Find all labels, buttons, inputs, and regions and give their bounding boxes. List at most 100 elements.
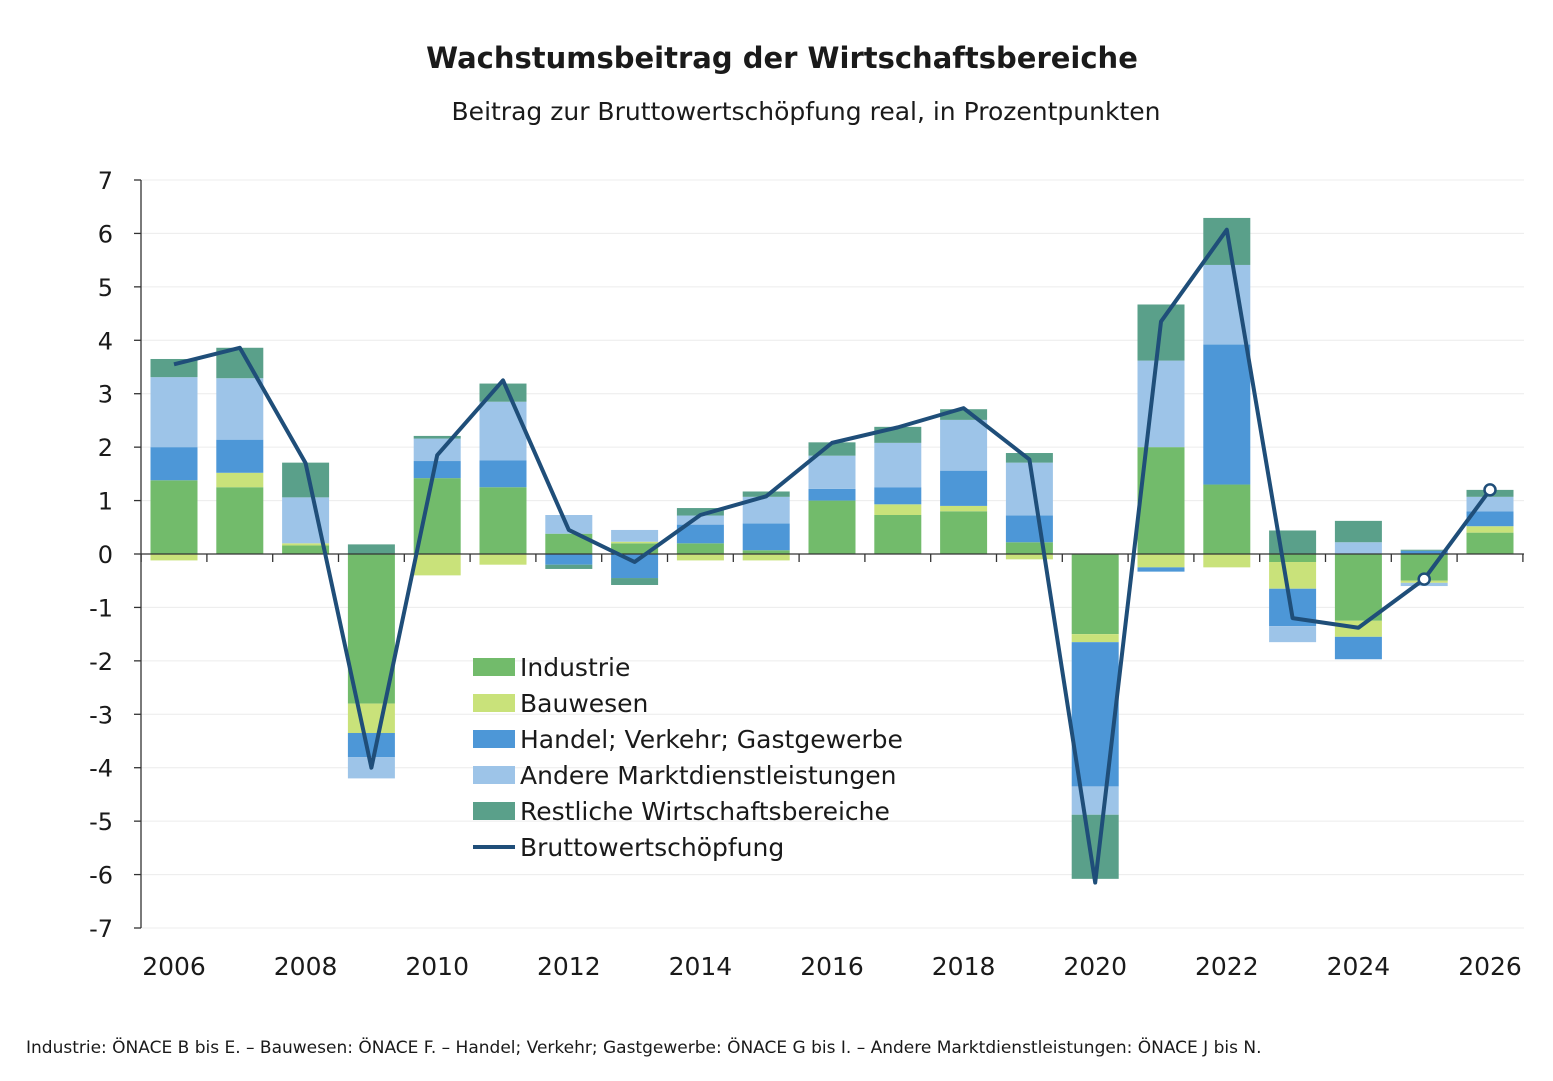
bar-segment-2017-series-0 [874, 514, 922, 554]
bar-segment-2010-series-4 [413, 435, 461, 439]
bar-segment-2010-series-2 [413, 461, 461, 479]
bar-segment-2023-series-0 [1269, 554, 1317, 563]
bar-segment-2011-series-4 [479, 383, 527, 402]
legend-swatch-0 [473, 658, 515, 676]
x-tick-label: 2008 [274, 952, 338, 981]
forecast-marker-2025 [1417, 572, 1431, 586]
bar-segment-2023-series-1 [1269, 562, 1317, 589]
x-tick-label: 2016 [800, 952, 864, 981]
total-line-series [173, 227, 1497, 885]
chart-subtitle: Beitrag zur Bruttowertschöpfung real, in… [452, 97, 1161, 126]
bar-segment-2016-series-2 [808, 488, 856, 501]
legend-label-1: Bauwesen [520, 689, 648, 718]
bar-segment-2006-series-2 [150, 447, 198, 481]
bar-segment-2017-series-2 [874, 487, 922, 505]
bar-segment-2012-series-3 [545, 514, 593, 534]
y-tick-label: 0 [98, 541, 113, 569]
bar-segment-2007-series-2 [216, 439, 264, 473]
x-tick-label: 2010 [405, 952, 469, 981]
bar-segment-2025-series-4 [1400, 549, 1448, 551]
y-tick-label: -1 [89, 594, 113, 622]
x-tick-label: 2006 [142, 952, 206, 981]
bar-segment-2022-series-1 [1203, 554, 1251, 568]
y-tick-label: 5 [98, 274, 113, 302]
x-tick-label: 2020 [1063, 952, 1127, 981]
y-tick-label: -3 [89, 701, 113, 729]
bar-segment-2006-series-0 [150, 480, 198, 554]
bar-segment-2017-series-3 [874, 442, 922, 488]
bar-segment-2008-series-0 [282, 545, 330, 554]
bar-segment-2015-series-0 [742, 550, 790, 554]
bar-segment-2010-series-0 [413, 478, 461, 554]
bar-segment-2019-series-0 [1005, 542, 1053, 554]
bar-segment-2013-series-4 [611, 578, 659, 585]
bar-segment-2014-series-1 [676, 554, 724, 561]
bar-segment-2026-series-0 [1466, 532, 1514, 554]
x-tick-label: 2012 [537, 952, 601, 981]
bar-segment-2024-series-4 [1334, 520, 1382, 543]
bar-segment-2013-series-1 [611, 541, 659, 544]
bar-segment-2012-series-4 [545, 564, 593, 569]
bar-segment-2013-series-3 [611, 529, 659, 542]
x-tick-label: 2014 [669, 952, 733, 981]
bar-segment-2014-series-0 [676, 543, 724, 554]
bar-segment-2007-series-1 [216, 472, 264, 488]
x-tick-label: 2024 [1327, 952, 1391, 981]
axes [134, 179, 1524, 929]
bar-segment-2026-series-1 [1466, 526, 1514, 533]
legend-label-4: Restliche Wirtschaftsbereiche [520, 797, 890, 826]
y-tick-label: -6 [89, 862, 113, 890]
bar-segment-2013-series-0 [611, 543, 659, 554]
bar-segment-2007-series-3 [216, 378, 264, 440]
footnote: Industrie: ÖNACE B bis E. – Bauwesen: ÖN… [26, 1036, 1261, 1058]
bar-segment-2018-series-3 [940, 419, 988, 471]
bar-segment-2006-series-4 [150, 358, 198, 378]
x-tick-label: 2018 [932, 952, 996, 981]
bar-segment-2009-series-2 [347, 732, 395, 758]
bar-segment-2026-series-2 [1466, 511, 1514, 527]
bar-segment-2023-series-3 [1269, 626, 1317, 643]
bar-segment-2012-series-0 [545, 533, 593, 554]
bar-segment-2024-series-0 [1334, 554, 1382, 621]
bar-segment-2015-series-2 [742, 523, 790, 551]
bar-segment-2024-series-3 [1334, 542, 1382, 554]
x-tick-label: 2026 [1458, 952, 1522, 981]
bar-segment-2019-series-1 [1005, 554, 1053, 560]
bar-segment-2018-series-2 [940, 470, 988, 506]
bar-segment-2021-series-3 [1137, 360, 1185, 448]
bar-segment-2020-series-0 [1071, 554, 1119, 635]
y-axis-tick-labels: 7 6 5 4 3 2 1 0 -1 -2 -3 -4 -5 -6 -7 [89, 167, 113, 943]
bar-segment-2007-series-0 [216, 487, 264, 554]
bar-segment-2009-series-4 [347, 544, 395, 554]
bar-segment-2014-series-3 [676, 515, 724, 525]
bar-segment-2021-series-1 [1137, 554, 1185, 568]
y-tick-label: 4 [98, 327, 113, 355]
bar-segment-2020-series-1 [1071, 634, 1119, 643]
bar-segment-2009-series-0 [347, 554, 395, 704]
forecast-marker-2026 [1483, 483, 1497, 497]
y-tick-label: -5 [89, 808, 113, 836]
bar-segment-2018-series-4 [940, 409, 988, 420]
bar-segment-2017-series-1 [874, 504, 922, 515]
bar-segment-2014-series-2 [676, 524, 724, 544]
legend-label-2: Handel; Verkehr; Gastgewerbe [520, 725, 903, 754]
y-tick-label: 7 [98, 167, 113, 195]
bar-segment-2021-series-2 [1137, 567, 1185, 572]
x-axis-tick-labels: 2006 2008 2010 2012 2014 2016 2018 2020 2022 2024… [142, 952, 1522, 981]
x-tick-label: 2022 [1195, 952, 1259, 981]
total-line [173, 227, 1492, 885]
y-tick-label: -4 [89, 755, 113, 783]
bar-segment-2019-series-2 [1005, 515, 1053, 543]
legend-label-line: Bruttowertschöpfung [520, 833, 784, 862]
chart-title: Wachstumsbeitrag der Wirtschaftsbereiche [426, 41, 1138, 75]
bar-segment-2022-series-0 [1203, 484, 1251, 554]
bar-segment-2022-series-2 [1203, 344, 1251, 485]
bar-segment-2011-series-2 [479, 460, 527, 488]
bar-segment-2011-series-1 [479, 554, 527, 565]
bar-segment-2025-series-2 [1400, 550, 1448, 554]
bar-segment-2006-series-1 [150, 554, 198, 561]
bar-segment-2011-series-0 [479, 487, 527, 554]
y-tick-label: 1 [98, 488, 113, 516]
legend-label-0: Industrie [520, 653, 630, 682]
